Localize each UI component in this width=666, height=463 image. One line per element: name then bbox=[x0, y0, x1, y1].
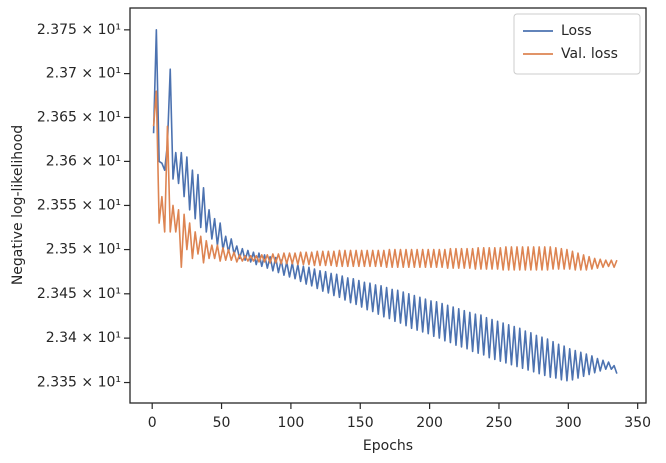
y-tick-label: 2.375 × 10¹ bbox=[37, 22, 121, 38]
x-tick-label: 100 bbox=[278, 415, 305, 431]
legend-label: Loss bbox=[561, 23, 592, 39]
series-line bbox=[152, 90, 618, 271]
y-tick-label: 2.37 × 10¹ bbox=[46, 66, 121, 82]
x-tick-label: 50 bbox=[213, 415, 231, 431]
y-tick-label: 2.355 × 10¹ bbox=[37, 197, 121, 213]
plot-frame bbox=[129, 7, 647, 404]
x-tick-label: 0 bbox=[148, 415, 157, 431]
legend-label: Val. loss bbox=[561, 46, 618, 62]
x-tick-label: 350 bbox=[624, 415, 651, 431]
x-tick-label: 300 bbox=[555, 415, 582, 431]
y-tick-label: 2.365 × 10¹ bbox=[37, 109, 121, 125]
x-tick-label: 200 bbox=[416, 415, 443, 431]
y-tick-label: 2.34 × 10¹ bbox=[46, 330, 121, 346]
x-tick-label: 250 bbox=[486, 415, 513, 431]
y-axis-label: Negative log-likelihood bbox=[10, 125, 26, 285]
x-tick-label: 150 bbox=[347, 415, 374, 431]
series-line bbox=[152, 29, 618, 382]
y-tick-label: 2.35 × 10¹ bbox=[46, 242, 121, 258]
y-tick-label: 2.36 × 10¹ bbox=[46, 153, 121, 169]
x-axis-label: Epochs bbox=[363, 438, 413, 454]
y-tick-label: 2.345 × 10¹ bbox=[37, 286, 121, 302]
legend-box bbox=[513, 13, 641, 75]
y-tick-label: 2.335 × 10¹ bbox=[37, 375, 121, 391]
